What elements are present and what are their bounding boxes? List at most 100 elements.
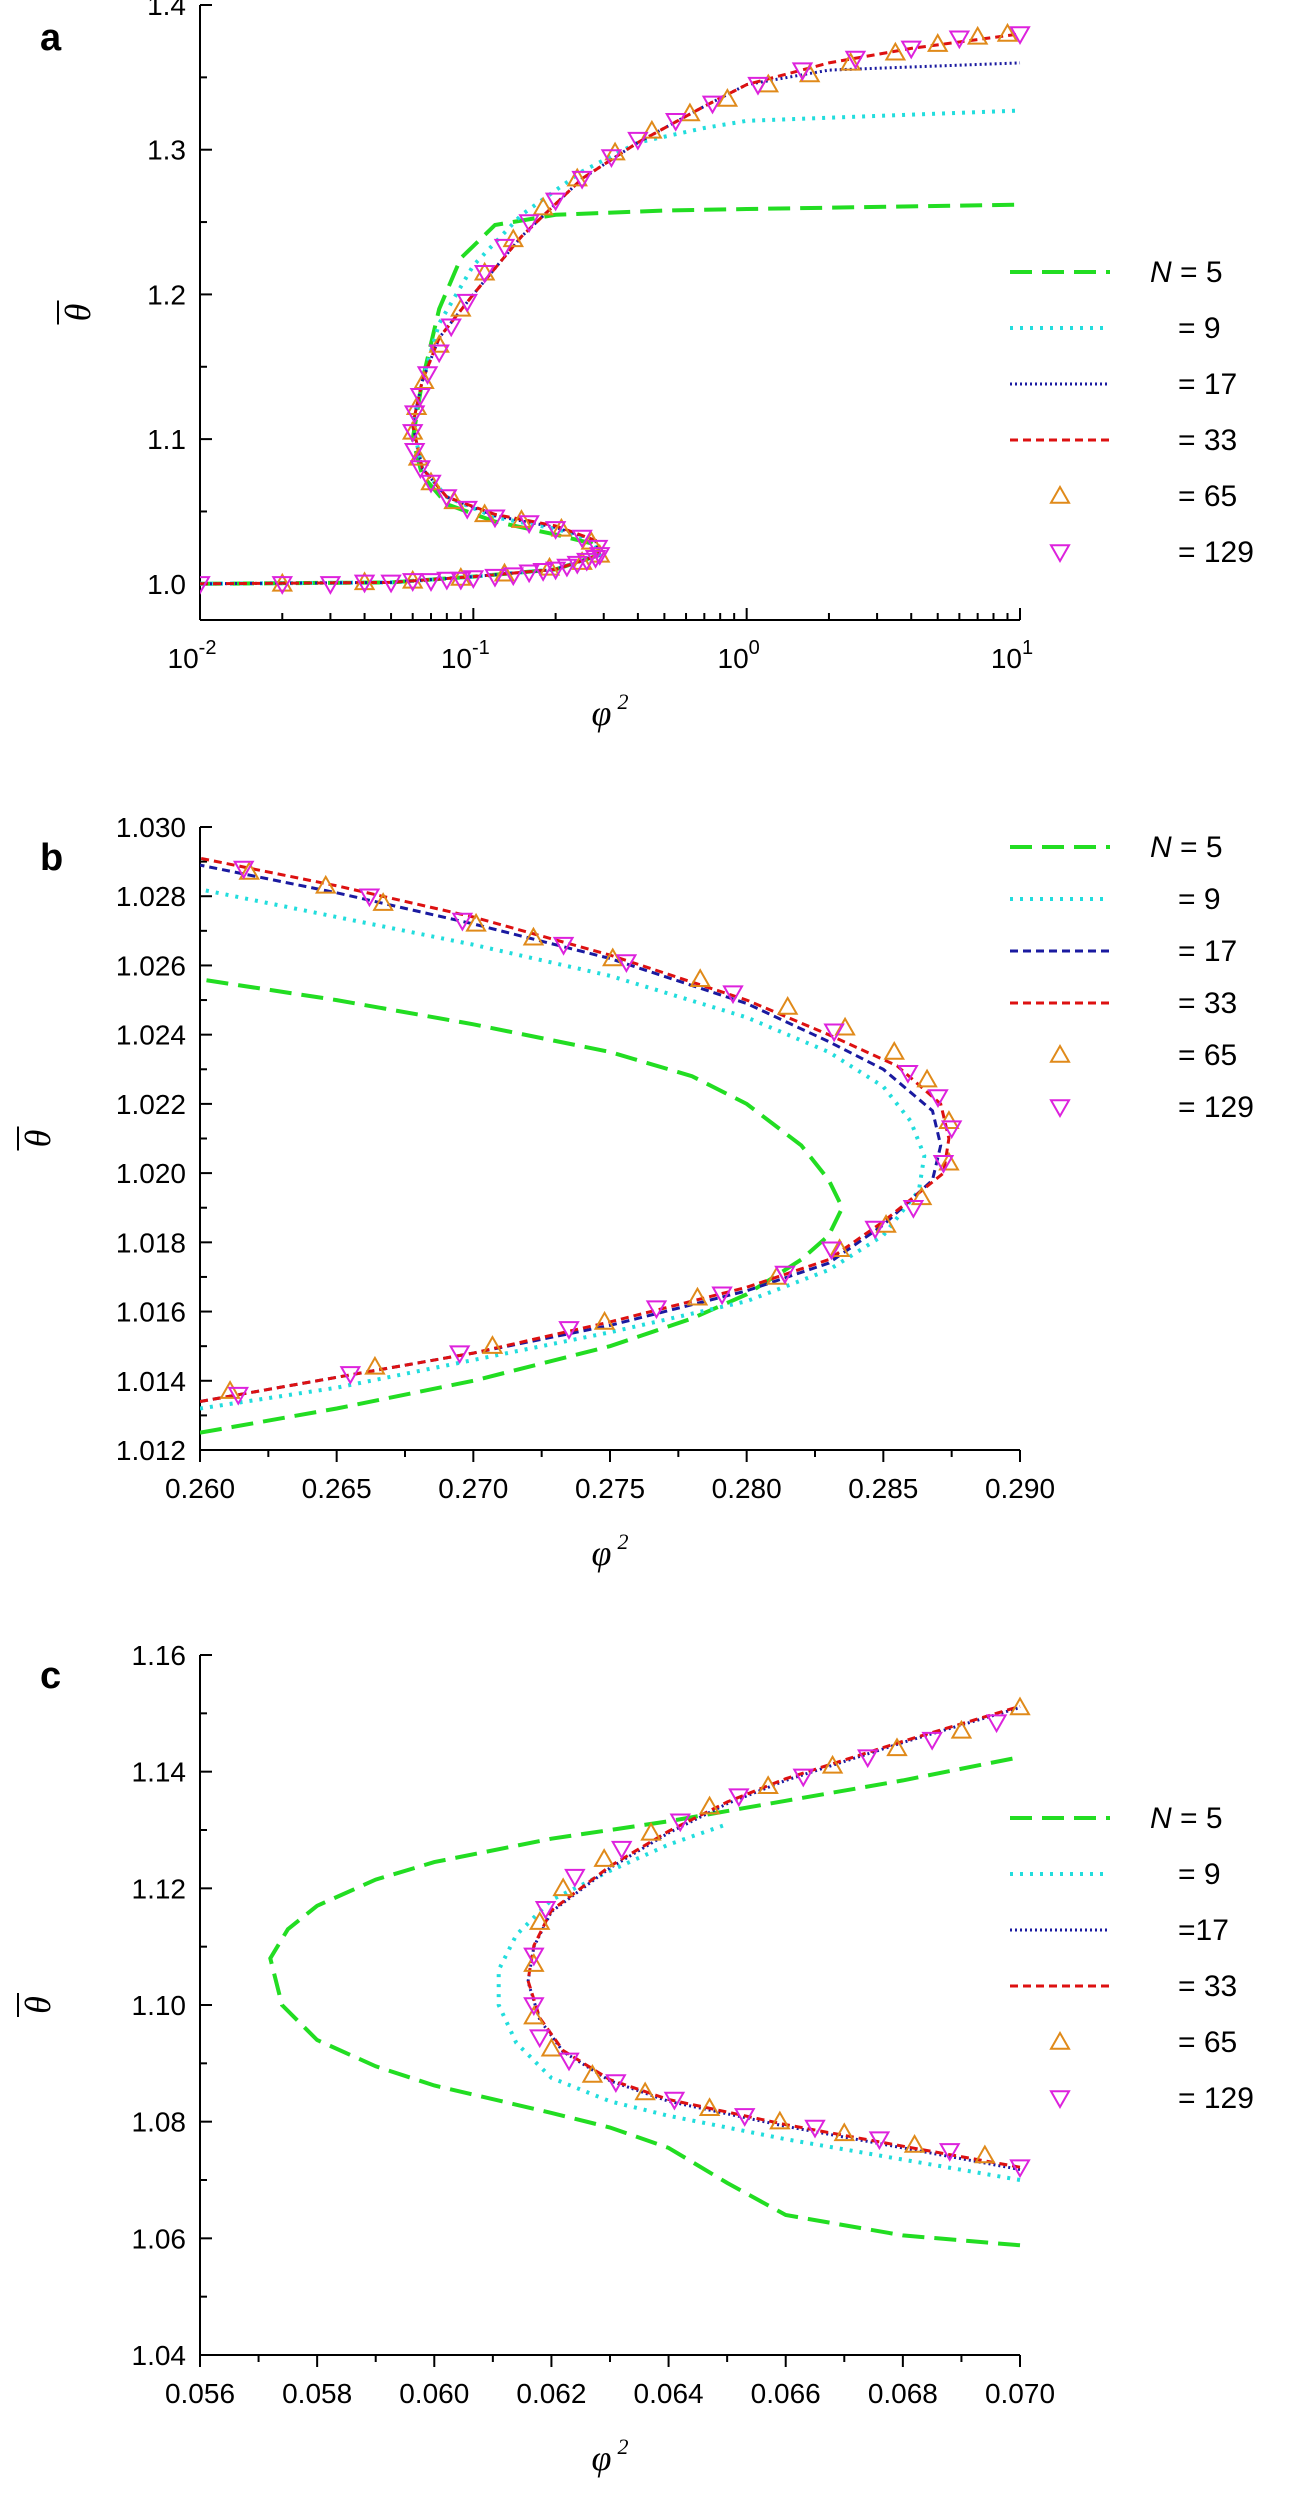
x-tick-label: 0.270 xyxy=(438,1473,508,1504)
y-tick-label: 1.022 xyxy=(116,1089,186,1120)
y-tick-label: 1.2 xyxy=(147,279,186,310)
legend-label-N9: = 9 xyxy=(1178,883,1221,916)
data-point-N129 xyxy=(353,574,376,594)
data-point-N65 xyxy=(473,261,496,281)
data-point-N129 xyxy=(409,387,432,407)
legend-label-N65: = 65 xyxy=(1178,2026,1237,2059)
data-point-N65 xyxy=(353,571,376,591)
data-point-N129 xyxy=(552,936,575,956)
data-point-N65 xyxy=(481,1335,504,1354)
data-point-N129 xyxy=(518,214,540,234)
data-point-N129 xyxy=(940,1120,963,1140)
legend-label-N5: N = 5 xyxy=(1150,256,1223,289)
data-point-N129 xyxy=(921,1731,943,1751)
x-tick-label: 10-2 xyxy=(168,637,217,674)
data-point-N129 xyxy=(1009,26,1031,45)
data-point-N65 xyxy=(493,562,516,582)
data-point-N65 xyxy=(916,1068,938,1088)
data-point-N65 xyxy=(364,1355,386,1375)
data-point-N129 xyxy=(484,509,506,529)
legend-label-N129: = 129 xyxy=(1178,2082,1254,2115)
data-point-N129 xyxy=(747,76,769,96)
data-point-N129 xyxy=(605,2074,627,2094)
data-point-N65 xyxy=(602,947,624,967)
x-tick-label: 101 xyxy=(991,637,1033,674)
data-point-N129 xyxy=(600,149,623,168)
data-point-N129 xyxy=(902,1199,925,1219)
data-point-N65 xyxy=(532,196,554,216)
x-tick-label: 100 xyxy=(718,637,760,674)
x-tick-label: 0.056 xyxy=(165,2378,235,2409)
legend-label-N33: = 33 xyxy=(1178,987,1237,1020)
data-point-N129 xyxy=(518,515,540,535)
chart-panel-a: a 1.0 1.1 1.2 1.3 1.4 10-2 10-1 100 101 φ 2 θ N = 5 = … xyxy=(40,0,1254,733)
data-point-N129 xyxy=(663,2091,686,2111)
data-point-N65 xyxy=(974,2144,996,2164)
data-point-N65 xyxy=(884,41,907,61)
data-point-N65 xyxy=(1009,1696,1031,1716)
data-point-N129 xyxy=(664,113,687,132)
series-line-N9 xyxy=(496,1822,1021,2182)
x-tick-label: 0.265 xyxy=(302,1473,372,1504)
data-point-N65 xyxy=(679,102,701,122)
data-point-N65 xyxy=(523,1953,545,1972)
data-point-N129 xyxy=(233,860,255,880)
data-point-N129 xyxy=(380,574,402,594)
x-tick-label: 0.070 xyxy=(985,2378,1055,2409)
y-tick-label: 1.0 xyxy=(147,569,186,600)
y-tick-label: 1.024 xyxy=(116,1020,186,1051)
data-point-N65 xyxy=(540,2037,563,2057)
series-line-N17 xyxy=(200,61,1021,586)
data-point-N65 xyxy=(420,471,442,491)
data-point-N65 xyxy=(938,1110,960,1129)
panel-label: b xyxy=(40,837,63,879)
data-point-N129 xyxy=(493,238,516,258)
legend-label-N9: = 9 xyxy=(1178,1858,1221,1891)
data-point-N65 xyxy=(550,517,573,537)
data-point-N129 xyxy=(401,573,424,592)
data-point-N129 xyxy=(339,1366,362,1385)
data-point-N129 xyxy=(440,318,462,338)
data-point-N129 xyxy=(448,1345,471,1365)
data-point-N129 xyxy=(900,40,922,60)
data-point-N65 xyxy=(538,556,561,576)
x-tick-label: 0.062 xyxy=(516,2378,586,2409)
data-point-N129 xyxy=(804,2119,826,2139)
x-tick-label: 0.260 xyxy=(165,1473,235,1504)
x-tick-label: 0.280 xyxy=(712,1473,782,1504)
legend-label-N5: N = 5 xyxy=(1150,1802,1223,1835)
legend-label-N5: N = 5 xyxy=(1150,831,1223,864)
data-point-N129 xyxy=(420,474,442,494)
x-tick-label: 0.290 xyxy=(985,1473,1055,1504)
data-point-N65 xyxy=(528,1911,551,1930)
data-point-N129 xyxy=(948,30,971,50)
data-point-N65 xyxy=(465,912,487,932)
data-point-N129 xyxy=(774,1265,796,1285)
data-point-N129 xyxy=(358,888,381,908)
data-point-N129 xyxy=(610,1840,633,1860)
data-point-N129 xyxy=(985,1714,1008,1734)
data-point-N129 xyxy=(534,1901,557,1920)
data-point-N129 xyxy=(544,521,567,540)
data-point-N65 xyxy=(828,1238,851,1258)
chart-panel-b: b 1.012 1.014 1.016 1.018 1.020 1.022 1.024 1.02… xyxy=(17,812,1254,1573)
data-point-N129 xyxy=(473,264,496,284)
y-tick-label: 1.08 xyxy=(132,2107,187,2138)
y-tick-label: 1.014 xyxy=(116,1366,186,1397)
data-point-N65 xyxy=(581,2063,604,2083)
data-point-N65 xyxy=(552,1877,574,1897)
data-point-N65 xyxy=(689,968,711,988)
data-point-N129 xyxy=(868,2131,891,2151)
data-point-N129 xyxy=(451,912,474,932)
data-point-N129 xyxy=(518,564,540,584)
legend-label-N17: = 17 xyxy=(1178,935,1237,968)
data-point-N65 xyxy=(886,1737,908,1757)
data-point-N65 xyxy=(271,572,294,592)
data-point-N129 xyxy=(669,1813,692,1833)
data-point-N65 xyxy=(757,1775,779,1794)
legend: N = 5 = 9 = 17 = 33 = 65 = 129 xyxy=(1010,831,1254,1124)
data-point-N65 xyxy=(428,334,450,353)
